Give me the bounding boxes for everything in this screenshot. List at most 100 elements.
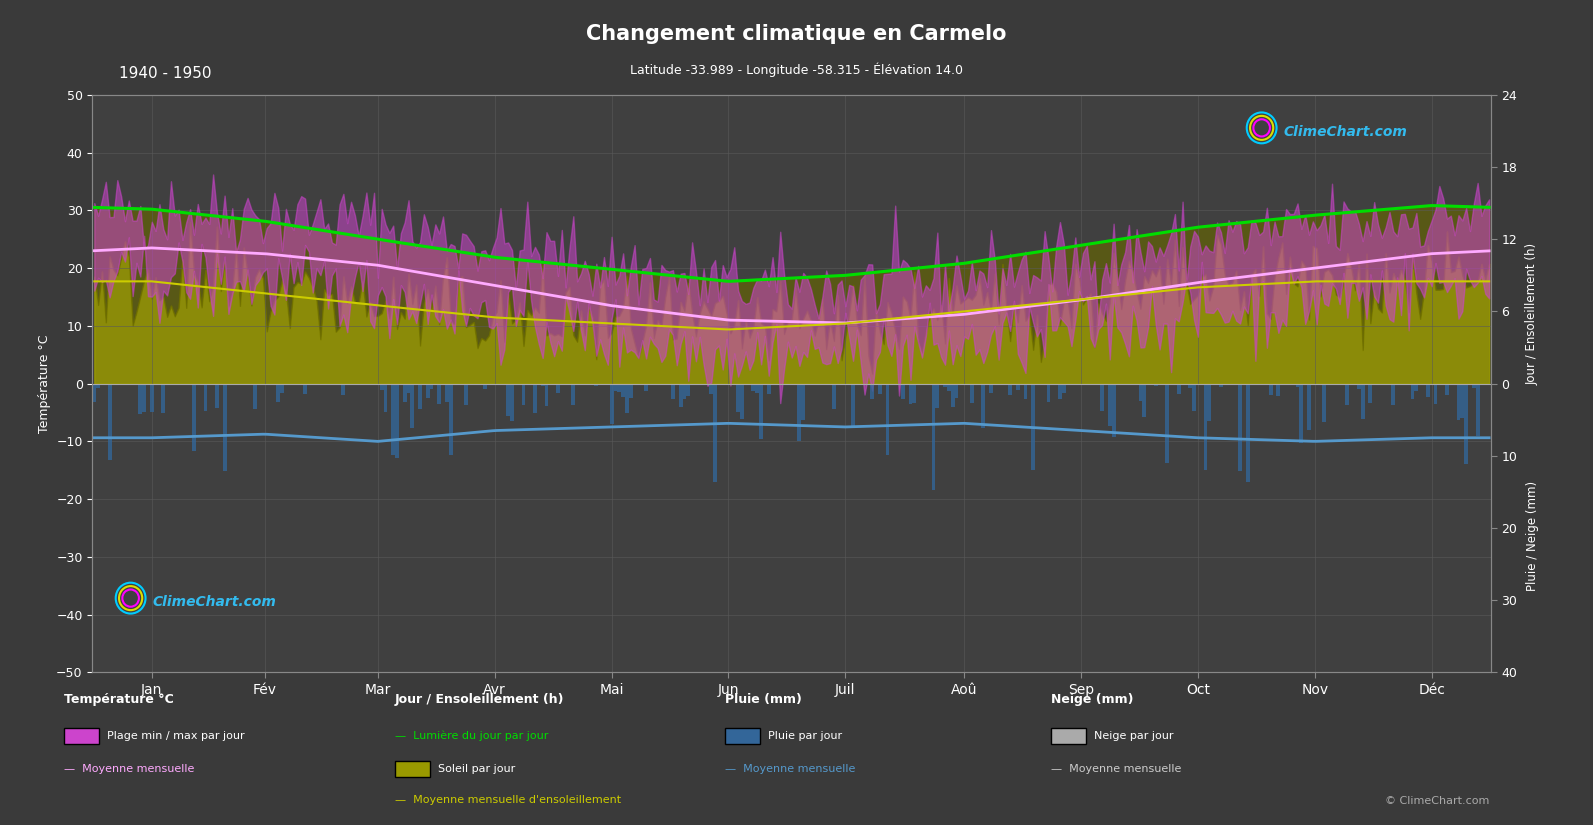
Bar	[139, 384, 142, 414]
Text: ClimeChart.com: ClimeChart.com	[153, 596, 277, 609]
Bar	[1192, 384, 1196, 411]
Bar	[1461, 384, 1464, 418]
Bar	[406, 384, 411, 393]
Bar	[624, 384, 629, 412]
Bar	[384, 384, 387, 412]
Text: Pluie (mm): Pluie (mm)	[725, 693, 801, 706]
Text: —  Lumière du jour par jour: — Lumière du jour par jour	[395, 731, 548, 741]
Bar	[1207, 384, 1211, 421]
Bar	[613, 384, 618, 391]
Text: Jour / Ensoleillement (h): Jour / Ensoleillement (h)	[395, 693, 564, 706]
Bar	[1415, 384, 1418, 391]
Bar	[605, 384, 610, 385]
Bar	[521, 384, 526, 405]
Bar	[870, 384, 875, 398]
Bar	[92, 384, 96, 402]
Bar	[483, 384, 487, 389]
Text: Latitude -33.989 - Longitude -58.315 - Élévation 14.0: Latitude -33.989 - Longitude -58.315 - É…	[629, 63, 964, 78]
Bar	[913, 384, 916, 403]
Text: Neige par jour: Neige par jour	[1094, 731, 1174, 741]
Bar	[572, 384, 575, 405]
Bar	[1047, 384, 1050, 402]
Bar	[594, 384, 599, 385]
Bar	[752, 384, 755, 391]
Bar	[1276, 384, 1281, 396]
Text: —  Moyenne mensuelle: — Moyenne mensuelle	[64, 764, 194, 774]
Bar	[760, 384, 763, 440]
Text: —  Moyenne mensuelle d'ensoleillement: — Moyenne mensuelle d'ensoleillement	[395, 795, 621, 805]
Bar	[204, 384, 207, 411]
Bar	[679, 384, 682, 408]
Bar	[193, 384, 196, 451]
Bar	[671, 384, 675, 398]
Bar	[1219, 384, 1223, 387]
Bar	[1475, 384, 1480, 436]
Bar	[1063, 384, 1066, 393]
Bar	[1434, 384, 1437, 404]
Bar	[1308, 384, 1311, 430]
Bar	[1112, 384, 1115, 437]
Bar	[1024, 384, 1027, 399]
Bar	[878, 384, 883, 394]
Text: 1940 - 1950: 1940 - 1950	[119, 66, 212, 82]
Bar	[1426, 384, 1431, 397]
Bar	[1357, 384, 1360, 389]
Bar	[161, 384, 166, 413]
Bar	[1445, 384, 1450, 394]
Bar	[1410, 384, 1415, 399]
Bar	[824, 384, 828, 385]
Bar	[981, 384, 984, 427]
Bar	[989, 384, 992, 393]
Bar	[970, 384, 973, 403]
Text: Neige (mm): Neige (mm)	[1051, 693, 1134, 706]
Bar	[709, 384, 714, 394]
Bar	[943, 384, 946, 387]
Bar	[1107, 384, 1112, 426]
Bar	[507, 384, 510, 417]
Bar	[403, 384, 406, 402]
Bar	[280, 384, 284, 393]
Bar	[411, 384, 414, 428]
Bar	[1391, 384, 1395, 404]
Bar	[908, 384, 913, 404]
Bar	[644, 384, 648, 391]
Bar	[1346, 384, 1349, 405]
Bar	[932, 384, 935, 490]
Bar	[755, 384, 760, 393]
Bar	[307, 384, 311, 385]
Bar	[1031, 384, 1035, 469]
Text: ClimeChart.com: ClimeChart.com	[1284, 125, 1408, 139]
Text: Jour / Ensoleillement (h): Jour / Ensoleillement (h)	[1526, 243, 1539, 384]
Bar	[935, 384, 940, 408]
Bar	[736, 384, 741, 412]
Bar	[1268, 384, 1273, 395]
Bar	[629, 384, 632, 398]
Bar	[223, 384, 226, 471]
Bar	[215, 384, 218, 408]
Bar	[395, 384, 398, 459]
Bar	[1153, 384, 1158, 386]
Bar	[902, 384, 905, 399]
Bar	[425, 384, 430, 398]
Bar	[621, 384, 624, 397]
Bar	[449, 384, 452, 455]
Bar	[1238, 384, 1243, 471]
Bar	[540, 384, 545, 386]
Bar	[1058, 384, 1063, 399]
Bar	[682, 384, 687, 399]
Bar	[1360, 384, 1365, 419]
Bar	[417, 384, 422, 409]
Bar	[946, 384, 951, 391]
Bar	[108, 384, 112, 460]
Bar	[687, 384, 690, 396]
Bar	[1300, 384, 1303, 443]
Bar	[253, 384, 256, 409]
Bar	[1368, 384, 1372, 403]
Bar	[142, 384, 147, 412]
Bar	[510, 384, 515, 421]
Text: Soleil par jour: Soleil par jour	[438, 764, 515, 774]
Bar	[921, 384, 924, 385]
Bar	[534, 384, 537, 412]
Bar	[341, 384, 346, 395]
Text: © ClimeChart.com: © ClimeChart.com	[1384, 796, 1489, 806]
